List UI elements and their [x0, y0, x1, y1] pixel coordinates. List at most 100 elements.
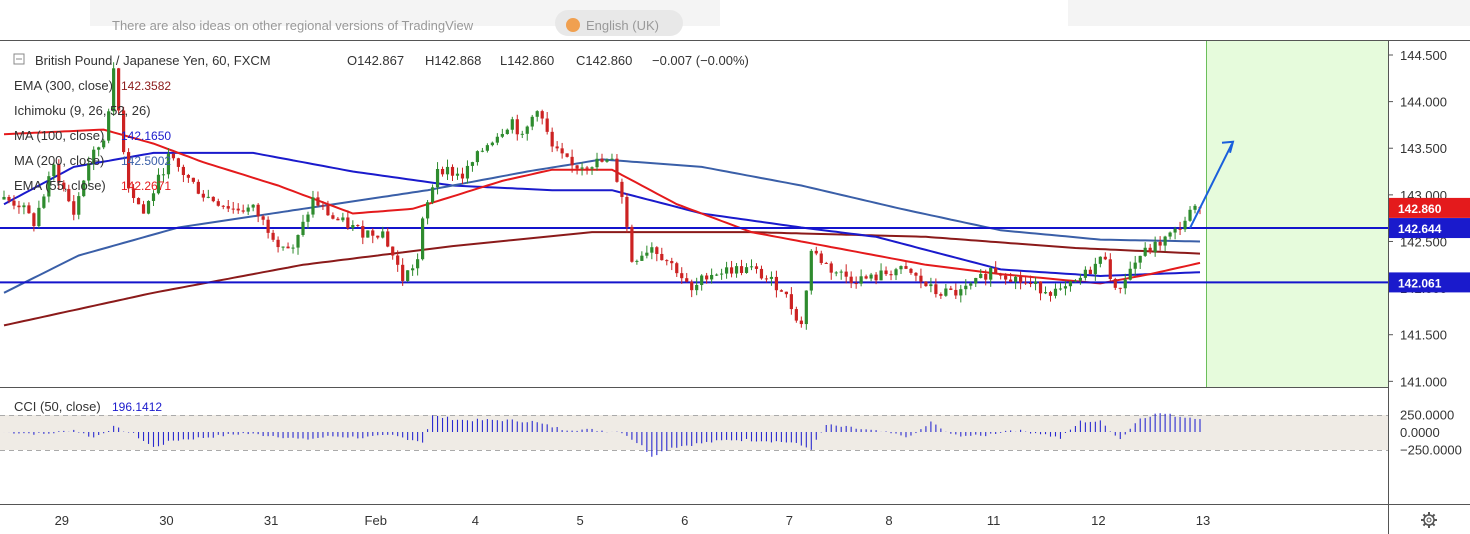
candle-body [844, 271, 848, 277]
candle-body [465, 165, 470, 179]
candle-body [67, 188, 71, 202]
candle-body [371, 230, 375, 236]
ohlc-open: O142.867 [347, 53, 404, 68]
candle-body [386, 231, 390, 247]
candle-body [729, 267, 734, 274]
candle-body [889, 274, 893, 276]
candle-body [490, 142, 494, 146]
price-tick-label: 143.500 [1400, 141, 1447, 156]
indicator-label: EMA (55, close) [14, 178, 106, 193]
candle-body [32, 213, 36, 227]
candle-body [999, 273, 1003, 276]
candle-body [455, 173, 460, 176]
candle-body [430, 187, 435, 203]
candle-body [864, 276, 868, 279]
candle-body [595, 158, 599, 168]
time-axis[interactable]: 29 30 31 Feb 4 5 6 7 8 11 12 13 [55, 513, 1211, 528]
candle-body [944, 288, 948, 296]
candle-body [266, 219, 270, 233]
candle-body [216, 201, 220, 206]
candle-body [107, 111, 111, 141]
price-badge-label: 142.061 [1398, 276, 1442, 290]
candle-body [979, 273, 983, 278]
time-tick-label: 7 [786, 513, 793, 528]
candle-body [809, 250, 813, 291]
ma-line [3, 151, 1201, 278]
candle-body [1053, 288, 1058, 296]
candle-body [620, 181, 624, 197]
candle-body [381, 231, 385, 238]
candle-body [530, 116, 534, 127]
candle-body [161, 174, 166, 176]
candle-body [241, 210, 245, 212]
candle-body [336, 218, 340, 221]
candle-body [117, 68, 121, 111]
candle-body [1083, 269, 1087, 278]
price-badge-label: 142.860 [1398, 202, 1442, 216]
candle-body [984, 273, 988, 280]
candle-body [580, 167, 584, 169]
candle-body [391, 246, 395, 256]
candle-body [131, 188, 136, 199]
cci-tick-label: 0.0000 [1400, 425, 1440, 440]
symbol-title: British Pound / Japanese Yen, 60, FXCM [35, 53, 271, 68]
candle-body [625, 196, 629, 227]
projection-zone [1206, 41, 1388, 387]
candle-body [834, 272, 838, 274]
top-right-header [1068, 0, 1470, 26]
price-tick-label: 141.500 [1400, 328, 1447, 343]
candle-body [421, 218, 425, 260]
candle-body [994, 267, 998, 274]
candle-body [724, 267, 729, 274]
price-tick-label: 141.000 [1400, 374, 1447, 389]
candle-body [799, 320, 803, 325]
cci-value: 196.1412 [112, 400, 162, 414]
candle-body [450, 166, 455, 176]
candle-body [1004, 275, 1008, 280]
time-tick-label: 4 [472, 513, 479, 528]
candle-body [256, 204, 260, 217]
candle-body [201, 193, 205, 198]
candle-body [879, 270, 883, 281]
horizontal-levels[interactable] [0, 227, 1388, 284]
candle-body [1133, 262, 1137, 269]
candle-body [82, 180, 86, 197]
candle-body [904, 266, 908, 269]
candle-body [650, 247, 654, 253]
cci-axis[interactable]: 250.0000 0.0000 −250.0000 [1400, 408, 1462, 458]
candle-body [1058, 288, 1063, 290]
candle-body [824, 262, 828, 264]
candle-body [1193, 205, 1197, 210]
candle-body [196, 181, 200, 194]
candle-body [351, 224, 355, 229]
candle-body [326, 205, 330, 216]
time-tick-label: 13 [1196, 513, 1210, 528]
time-tick-label: 29 [55, 513, 69, 528]
cci-histogram [3, 413, 1201, 457]
price-badge-label: 142.644 [1398, 222, 1442, 236]
candle-body [520, 133, 524, 135]
candle-body [635, 260, 639, 262]
candle-body [804, 290, 808, 325]
candle-body [301, 221, 305, 236]
candle-body [281, 246, 285, 248]
candle-body [1123, 279, 1127, 289]
candle-body [1108, 259, 1112, 279]
candle-body [126, 152, 131, 189]
candle-body [311, 197, 315, 215]
candle-body [27, 205, 31, 214]
ohlc-low: L142.860 [500, 53, 554, 68]
candle-body [1138, 255, 1142, 263]
candle-body [854, 283, 858, 285]
candle-body [934, 284, 938, 295]
gear-icon[interactable] [1421, 512, 1437, 528]
candle-body [1014, 276, 1018, 282]
language-pill[interactable] [555, 10, 683, 36]
projection-arrow[interactable] [1189, 140, 1235, 229]
candle-body [296, 235, 300, 248]
collapse-legend-icon[interactable] [13, 53, 25, 65]
candle-body [1128, 268, 1132, 280]
candle-body [769, 276, 774, 279]
candle-body [1023, 282, 1028, 284]
